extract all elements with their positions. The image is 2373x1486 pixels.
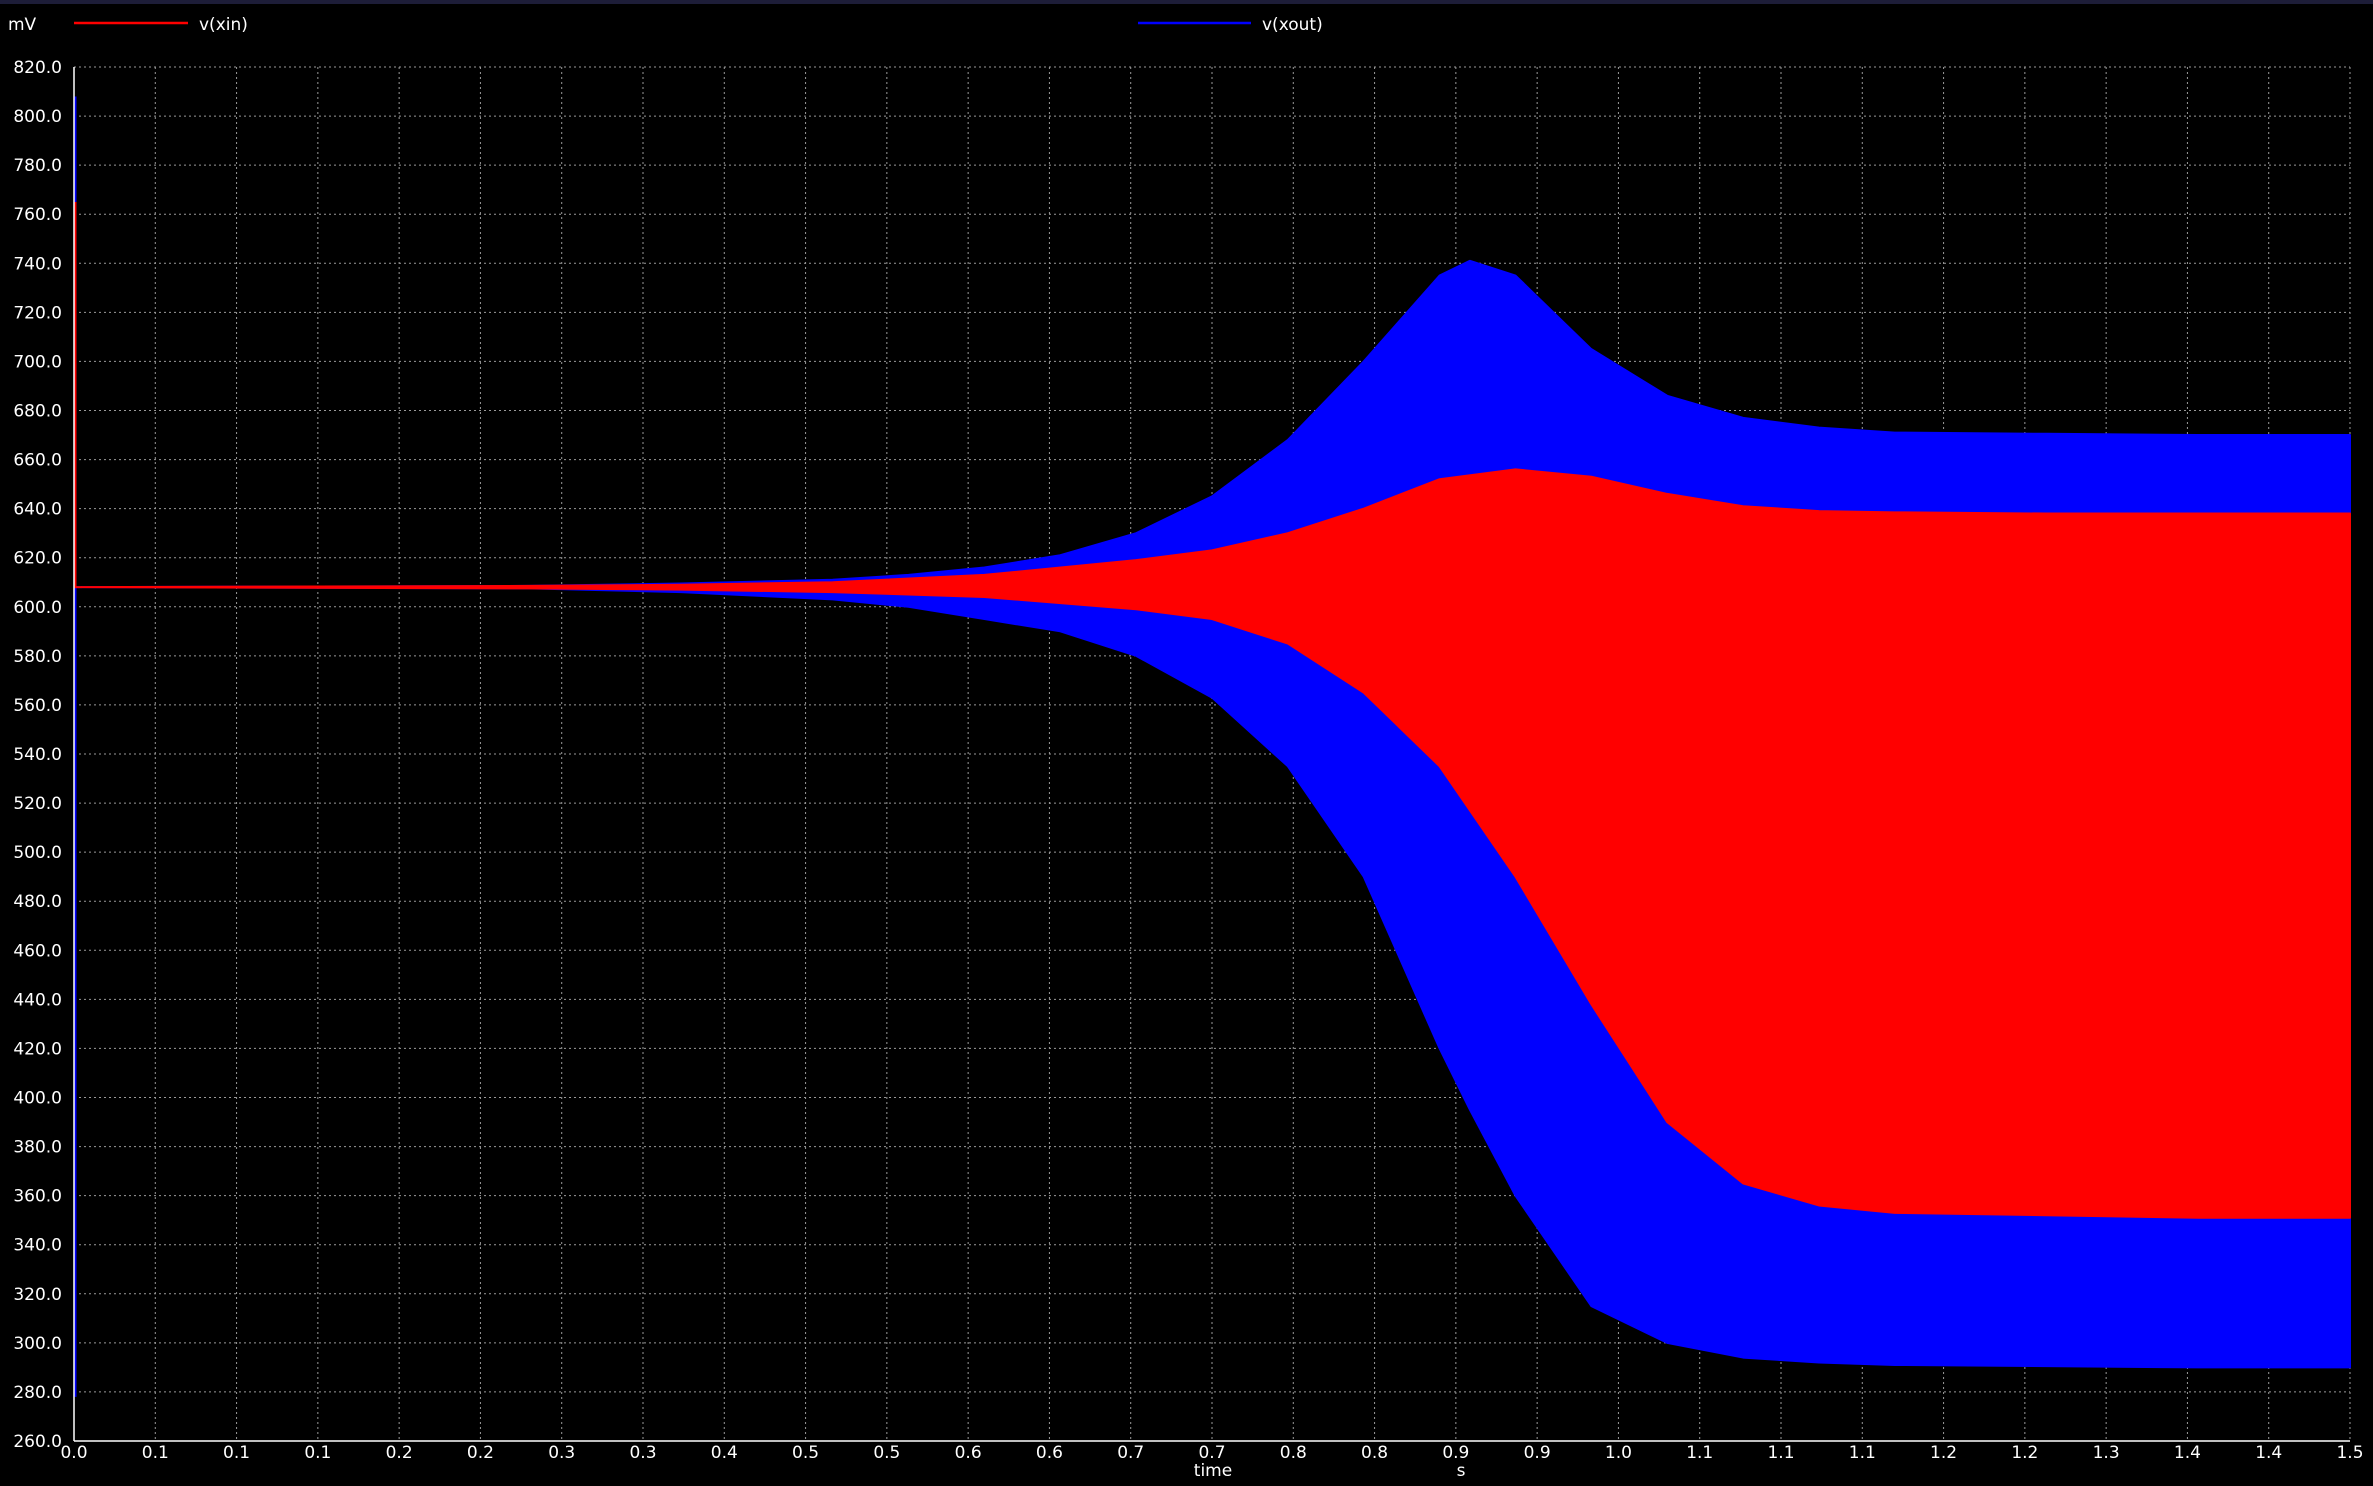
x-tick-label: 1.0: [1605, 1443, 1632, 1463]
x-tick-label: 1.2: [2011, 1443, 2038, 1463]
plot-traces: [73, 96, 2351, 1397]
y-tick-label: 820.0: [13, 58, 62, 78]
y-tick-label: 480.0: [13, 892, 62, 912]
y-tick-label: 700.0: [13, 352, 62, 372]
x-tick-label: 0.6: [1036, 1443, 1063, 1463]
x-tick-labels: 0.0 0.1 0.1 0.1 0.2 0.2 0.3 0.3 0.4 0.5 0.5 0.6 0.6 0…: [60, 1443, 2363, 1463]
x-tick-label: 0.7: [1198, 1443, 1225, 1463]
y-tick-label: 640.0: [13, 500, 62, 520]
y-tick-label: 660.0: [13, 451, 62, 471]
x-tick-label: 0.3: [629, 1443, 656, 1463]
oscillation-envelope: [80, 468, 2351, 1219]
x-tick-label: 0.6: [955, 1443, 982, 1463]
x-tick-label: 1.1: [1849, 1443, 1876, 1463]
y-unit-label: mV: [8, 15, 37, 35]
x-tick-label: 0.2: [386, 1443, 413, 1463]
x-tick-label: 0.1: [223, 1443, 250, 1463]
legend-label-xout: v(xout): [1262, 15, 1323, 35]
x-tick-label: 0.1: [142, 1443, 169, 1463]
x-tick-label: 1.3: [2093, 1443, 2120, 1463]
y-tick-label: 380.0: [13, 1138, 62, 1158]
x-axis-label: time: [1194, 1461, 1232, 1481]
y-tick-label: 420.0: [13, 1039, 62, 1059]
x-tick-label: 1.1: [1767, 1443, 1794, 1463]
legend-label-xin: v(xin): [199, 15, 248, 35]
x-tick-label: 1.4: [2255, 1443, 2282, 1463]
y-tick-label: 540.0: [13, 745, 62, 765]
legend-item-xout[interactable]: v(xout): [1138, 15, 1323, 35]
x-tick-label: 0.2: [467, 1443, 494, 1463]
y-tick-label: 520.0: [13, 794, 62, 814]
x-tick-label: 0.8: [1361, 1443, 1388, 1463]
x-tick-label: 1.4: [2174, 1443, 2201, 1463]
x-tick-label: 0.3: [548, 1443, 575, 1463]
y-tick-label: 680.0: [13, 402, 62, 422]
y-tick-label: 360.0: [13, 1187, 62, 1207]
x-tick-label: 0.7: [1117, 1443, 1144, 1463]
y-tick-label: 280.0: [13, 1383, 62, 1403]
y-tick-label: 320.0: [13, 1285, 62, 1305]
x-tick-label: 0.0: [60, 1443, 87, 1463]
y-tick-label: 400.0: [13, 1089, 62, 1109]
y-tick-label: 300.0: [13, 1334, 62, 1354]
y-tick-label: 720.0: [13, 303, 62, 323]
y-tick-label: 460.0: [13, 941, 62, 961]
y-tick-labels: 820.0 800.0 780.0 760.0 740.0 720.0 700.0 680.0…: [13, 58, 62, 1452]
y-tick-label: 800.0: [13, 107, 62, 127]
x-tick-label: 0.8: [1280, 1443, 1307, 1463]
x-tick-label: 0.5: [873, 1443, 900, 1463]
legend: v(xin) v(xout): [74, 15, 1323, 35]
x-tick-label: 0.4: [711, 1443, 738, 1463]
x-tick-label: 0.9: [1442, 1443, 1469, 1463]
plot-axes: [73, 67, 2350, 1442]
x-tick-label: 0.1: [304, 1443, 331, 1463]
x-unit-label: s: [1457, 1461, 1466, 1481]
y-tick-label: 580.0: [13, 647, 62, 667]
y-tick-label: 740.0: [13, 254, 62, 274]
y-tick-label: 260.0: [13, 1432, 62, 1452]
x-tick-label: 1.1: [1686, 1443, 1713, 1463]
y-tick-label: 620.0: [13, 549, 62, 569]
x-tick-label: 0.9: [1524, 1443, 1551, 1463]
y-tick-label: 560.0: [13, 696, 62, 716]
x-tick-label: 1.2: [1930, 1443, 1957, 1463]
y-tick-label: 600.0: [13, 598, 62, 618]
x-tick-label: 1.5: [2336, 1443, 2363, 1463]
series-vxin: [73, 201, 2351, 1219]
y-tick-label: 340.0: [13, 1236, 62, 1256]
x-tick-label: 0.5: [792, 1443, 819, 1463]
y-tick-label: 440.0: [13, 990, 62, 1010]
window-top-bar: [0, 0, 2373, 4]
y-tick-label: 780.0: [13, 156, 62, 176]
y-tick-label: 500.0: [13, 843, 62, 863]
y-tick-label: 760.0: [13, 205, 62, 225]
legend-item-xin[interactable]: v(xin): [74, 15, 248, 35]
